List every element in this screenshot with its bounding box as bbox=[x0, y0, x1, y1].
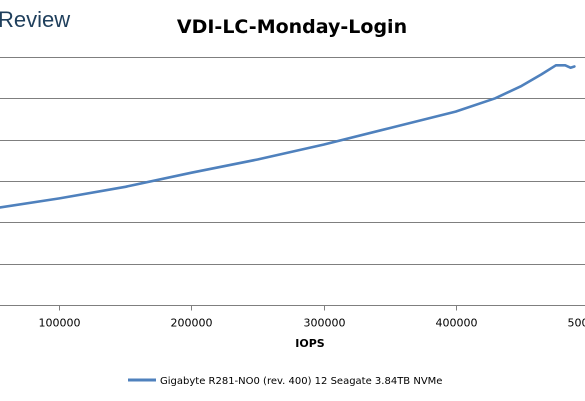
x-axis-label: IOPS bbox=[295, 337, 325, 350]
brand-logo-text: Review bbox=[0, 7, 70, 32]
x-tick-label: 200000 bbox=[171, 317, 213, 330]
x-tick-labels: 100000 200000 300000 400000 500000 bbox=[39, 317, 585, 330]
gridlines bbox=[0, 57, 585, 265]
x-tick-label: 400000 bbox=[436, 317, 478, 330]
x-tick-label: 300000 bbox=[304, 317, 346, 330]
legend: Gigabyte R281-NO0 (rev. 400) 12 Seagate … bbox=[128, 376, 442, 387]
legend-label: Gigabyte R281-NO0 (rev. 400) 12 Seagate … bbox=[160, 376, 442, 387]
chart-title: VDI-LC-Monday-Login bbox=[177, 16, 407, 38]
x-tick-label: 500000 bbox=[568, 317, 585, 330]
series-lines bbox=[0, 64, 576, 209]
series-line bbox=[0, 64, 576, 209]
x-axis bbox=[0, 305, 585, 311]
x-tick-label: 100000 bbox=[39, 317, 81, 330]
